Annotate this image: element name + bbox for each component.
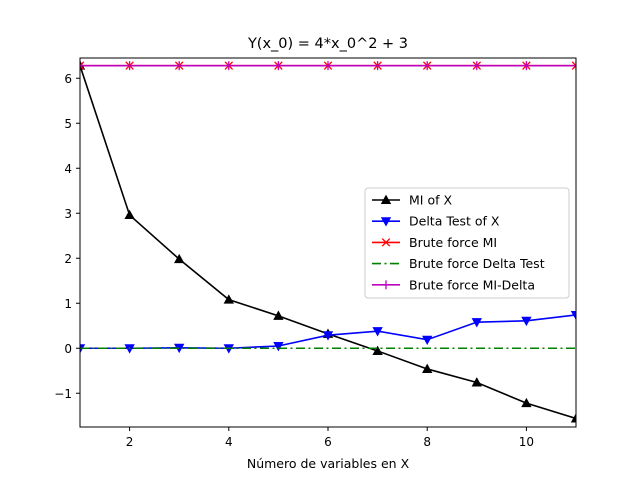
data-point [372, 345, 383, 355]
y-tick-label: 1 [64, 297, 72, 311]
data-point [521, 316, 532, 327]
legend-label: MI of X [409, 193, 452, 208]
data-point [422, 363, 433, 373]
legend-item: Brute force MI-Delta [372, 277, 535, 292]
data-point [273, 341, 284, 352]
legend-label: Delta Test of X [409, 214, 500, 229]
data-point [124, 209, 135, 220]
data-point [273, 310, 284, 320]
data-point [571, 61, 576, 71]
legend: MI of X Delta Test of X Brute force MI Brut… [364, 187, 570, 299]
x-tick-label: 8 [423, 435, 431, 449]
data-point [471, 377, 482, 387]
legend-item: Brute force Delta Test [372, 256, 545, 271]
data-point [471, 318, 482, 328]
legend-marker [380, 194, 392, 205]
x-tick-label: 4 [225, 435, 233, 449]
data-point [125, 61, 135, 71]
x-tick-label: 2 [126, 435, 134, 449]
data-point [472, 61, 482, 71]
legend-item: MI of X [372, 193, 452, 208]
data-point [80, 61, 85, 70]
data-point [223, 294, 234, 304]
data-point [521, 397, 532, 408]
data-point [224, 61, 234, 71]
legend-label: Brute force Delta Test [409, 256, 545, 271]
legend-box [364, 187, 570, 299]
data-point [373, 61, 383, 71]
chart-title: Y(x_0) = 4*x_0^2 + 3 [247, 36, 408, 52]
data-point [174, 253, 185, 264]
x-tick-label: 6 [324, 435, 332, 449]
y-tick-label: 5 [64, 117, 72, 131]
data-point [372, 327, 383, 337]
series-layer [80, 60, 576, 423]
y-tick-label: 0 [64, 342, 72, 356]
y-tick-label: 6 [64, 72, 72, 86]
data-point [80, 61, 85, 71]
legend-label: Brute force MI-Delta [409, 277, 535, 292]
data-point [422, 335, 433, 346]
legend-marker [380, 217, 392, 227]
y-tick-label: −1 [54, 387, 72, 401]
data-point [571, 61, 576, 70]
data-point [422, 61, 432, 71]
legend-item: Brute force MI [372, 235, 497, 250]
legend-marker [381, 238, 391, 247]
data-point [322, 331, 334, 341]
data-point [273, 61, 283, 71]
legend-item: Delta Test of X [372, 214, 500, 229]
data-point [174, 61, 184, 71]
x-axis-label: Número de variables en X [247, 456, 410, 471]
series-4 [80, 61, 576, 71]
x-axis: 2 4 6 8 10 [126, 427, 534, 449]
data-point [570, 413, 576, 423]
y-tick-label: 4 [64, 162, 72, 176]
y-tick-label: 2 [64, 252, 72, 266]
y-tick-label: 3 [64, 207, 72, 221]
data-point [521, 61, 531, 71]
legend-marker [381, 280, 391, 290]
series-1 [80, 310, 576, 354]
legend-label: Brute force MI [409, 235, 497, 250]
data-point [570, 310, 576, 321]
x-tick-label: 10 [519, 435, 534, 449]
data-point [323, 61, 333, 71]
y-axis: −1 0 1 2 3 4 5 6 [54, 72, 80, 401]
